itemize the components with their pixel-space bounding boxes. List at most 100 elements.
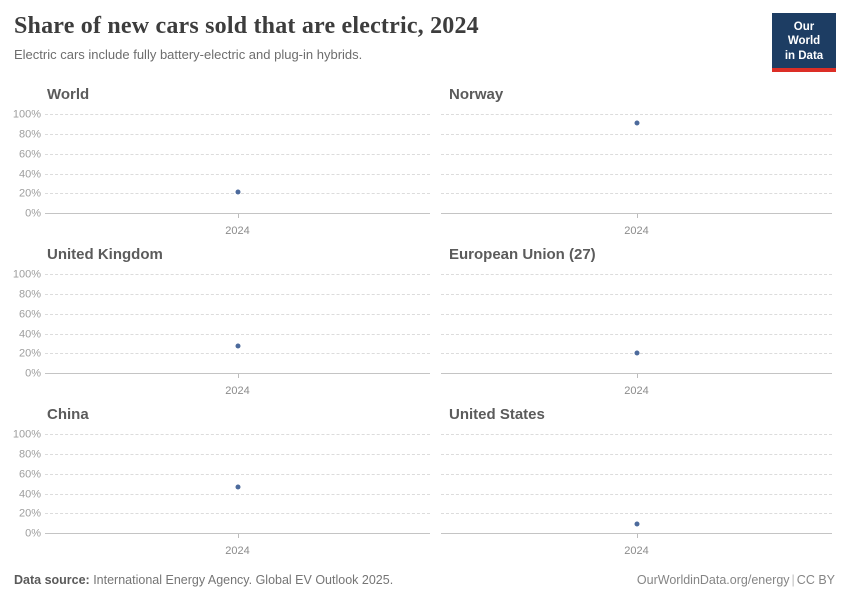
gridline bbox=[441, 453, 832, 455]
owid-logo[interactable]: Our World in Data bbox=[772, 13, 836, 73]
gridline bbox=[45, 333, 430, 335]
plot-area[interactable] bbox=[45, 114, 430, 219]
gridline bbox=[45, 473, 430, 475]
y-tick-label: 0% bbox=[25, 527, 41, 540]
data-source-text: International Energy Agency. Global EV O… bbox=[89, 573, 394, 587]
y-tick-label: 0% bbox=[25, 367, 41, 380]
x-tick-label: 2024 bbox=[225, 385, 250, 398]
x-tick-label: 2024 bbox=[225, 225, 250, 238]
y-tick-label: 40% bbox=[18, 488, 41, 501]
gridline bbox=[45, 133, 430, 135]
gridline bbox=[441, 114, 832, 116]
owid-logo-line1: Our World bbox=[787, 21, 821, 48]
x-tick-mark bbox=[237, 214, 239, 219]
owid-logo-line2: in Data bbox=[784, 49, 824, 62]
y-tick-label: 100% bbox=[12, 108, 41, 121]
owid-link[interactable]: OurWorldinData.org/energy bbox=[636, 573, 790, 587]
gridline bbox=[441, 473, 832, 475]
y-tick-label: 80% bbox=[18, 288, 41, 301]
x-tick-label: 2024 bbox=[225, 545, 250, 558]
x-axis-line bbox=[45, 213, 430, 215]
gridline bbox=[45, 453, 430, 455]
x-tick-label: 2024 bbox=[624, 545, 649, 558]
facet-title: European Union (27) bbox=[449, 246, 596, 264]
y-axis-labels: 0% 20% 40% 60% 80% 100% bbox=[13, 429, 45, 539]
chart-subtitle: Electric cars include fully battery-elec… bbox=[14, 47, 363, 62]
gridline bbox=[45, 493, 430, 495]
facet-european-union: European Union (27) 2024 bbox=[441, 245, 832, 405]
chart-header: Share of new cars sold that are electric… bbox=[0, 0, 850, 73]
data-point[interactable] bbox=[634, 521, 639, 527]
gridline bbox=[45, 173, 430, 175]
x-tick-label: 2024 bbox=[624, 385, 649, 398]
y-tick-label: 20% bbox=[18, 347, 41, 360]
y-tick-label: 80% bbox=[18, 128, 41, 141]
facet-title: World bbox=[47, 86, 90, 104]
x-tick-mark bbox=[636, 534, 638, 539]
gridline bbox=[441, 173, 832, 175]
gridline bbox=[441, 293, 832, 295]
data-point[interactable] bbox=[634, 120, 639, 126]
gridline bbox=[441, 493, 832, 495]
data-source-label: Data source: bbox=[14, 573, 90, 587]
gridline bbox=[441, 434, 832, 436]
footer-separator: | bbox=[791, 573, 795, 587]
facet-grid: World 0% 20% 40% 60% 80% 100% 2024 Norway 202… bbox=[0, 85, 850, 565]
facet-title: China bbox=[47, 406, 89, 424]
y-tick-label: 40% bbox=[18, 328, 41, 341]
gridline bbox=[45, 153, 430, 155]
gridline bbox=[45, 313, 430, 315]
x-tick-label: 2024 bbox=[624, 225, 649, 238]
x-axis-line bbox=[441, 213, 832, 215]
gridline bbox=[441, 153, 832, 155]
y-tick-label: 100% bbox=[12, 428, 41, 441]
facet-norway: Norway 2024 bbox=[441, 85, 832, 245]
plot-area[interactable] bbox=[441, 274, 832, 379]
x-tick-mark bbox=[636, 374, 638, 379]
facet-title: Norway bbox=[449, 86, 504, 104]
facet-china: China 0% 20% 40% 60% 80% 100% 2024 bbox=[13, 405, 430, 565]
gridline bbox=[441, 333, 832, 335]
gridline bbox=[441, 313, 832, 315]
gridline bbox=[441, 513, 832, 515]
x-axis-line bbox=[45, 533, 430, 535]
chart-footer: Data source: International Energy Agency… bbox=[0, 573, 850, 600]
data-point[interactable] bbox=[235, 343, 240, 349]
gridline bbox=[441, 133, 832, 135]
facet-title: United Kingdom bbox=[47, 246, 163, 264]
facet-title: United States bbox=[449, 406, 545, 424]
data-point[interactable] bbox=[634, 350, 639, 356]
y-tick-label: 60% bbox=[18, 468, 41, 481]
data-point[interactable] bbox=[235, 189, 240, 195]
gridline bbox=[45, 293, 430, 295]
facet-world: World 0% 20% 40% 60% 80% 100% 2024 bbox=[13, 85, 430, 245]
plot-area[interactable] bbox=[45, 434, 430, 539]
y-tick-label: 40% bbox=[18, 168, 41, 181]
x-axis-line bbox=[441, 373, 832, 375]
y-axis-labels: 0% 20% 40% 60% 80% 100% bbox=[13, 269, 45, 379]
plot-area[interactable] bbox=[441, 114, 832, 219]
y-tick-label: 20% bbox=[18, 187, 41, 200]
gridline bbox=[441, 193, 832, 195]
x-axis-line bbox=[45, 373, 430, 375]
y-tick-label: 100% bbox=[12, 268, 41, 281]
y-tick-label: 20% bbox=[18, 507, 41, 520]
footer-credits: OurWorldinData.org/energy | CC BY bbox=[637, 573, 835, 587]
y-tick-label: 60% bbox=[18, 148, 41, 161]
header-text: Share of new cars sold that are electric… bbox=[14, 13, 479, 62]
data-point[interactable] bbox=[235, 484, 240, 490]
gridline bbox=[45, 513, 430, 515]
x-tick-mark bbox=[237, 534, 239, 539]
facet-united-kingdom: United Kingdom 0% 20% 40% 60% 80% 100% 2024 bbox=[13, 245, 430, 405]
y-tick-label: 0% bbox=[25, 207, 41, 220]
y-tick-label: 60% bbox=[18, 308, 41, 321]
plot-area[interactable] bbox=[441, 434, 832, 539]
plot-area[interactable] bbox=[45, 274, 430, 379]
license-link[interactable]: CC BY bbox=[796, 573, 835, 587]
x-tick-mark bbox=[237, 374, 239, 379]
x-axis-line bbox=[441, 533, 832, 535]
gridline bbox=[441, 274, 832, 276]
y-axis-labels: 0% 20% 40% 60% 80% 100% bbox=[13, 109, 45, 219]
gridline bbox=[45, 274, 430, 276]
